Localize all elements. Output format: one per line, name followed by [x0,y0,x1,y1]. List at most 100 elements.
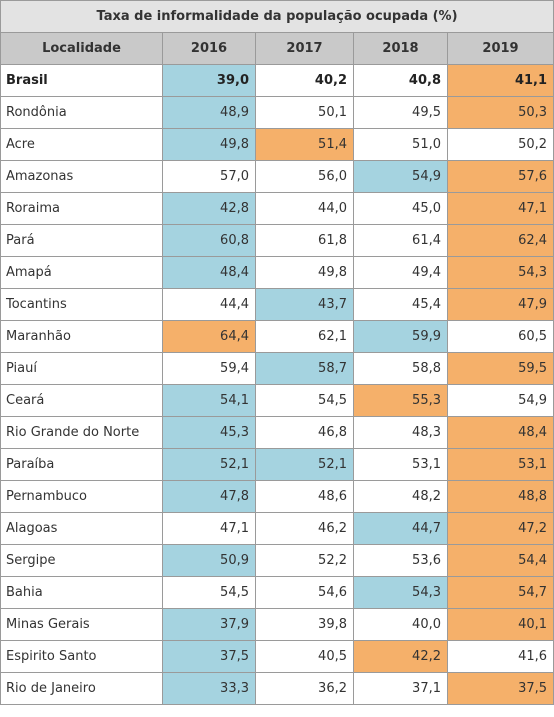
value-cell-2019: 53,1 [446,448,554,481]
value-cell-2017: 48,6 [255,480,354,513]
value-cell-2017: 51,4 [255,128,354,161]
value-cell-2019: 54,4 [446,544,554,577]
value-cell-2019: 41,6 [446,640,554,673]
value-cell-2019: 54,7 [446,576,554,609]
value-cell-2016: 49,8 [162,128,256,161]
value-cell-2016: 60,8 [162,224,256,257]
value-cell-2017: 40,5 [255,640,354,673]
value-cell-2018: 55,3 [353,384,448,417]
value-cell-2017: 36,2 [255,672,354,705]
value-cell-2016: 52,1 [162,448,256,481]
value-cell-2017: 44,0 [255,192,354,225]
table-row: Rondônia 48,9 50,1 49,5 50,3 [0,96,554,129]
row-location-cell: Pernambuco [0,480,163,513]
value-cell-2017: 56,0 [255,160,354,193]
value-cell-2016: 54,5 [162,576,256,609]
value-cell-2019: 48,4 [446,416,554,449]
value-cell-2017: 52,2 [255,544,354,577]
row-location-cell: Piauí [0,352,163,385]
value-cell-2018: 45,0 [353,192,448,225]
value-cell-2019: 50,2 [446,128,554,161]
table-row: Rio Grande do Norte 45,3 46,8 48,3 48,4 [0,416,554,449]
value-cell-2017: 54,6 [255,576,354,609]
value-cell-2018: 37,1 [353,672,448,705]
value-cell-2019: 57,6 [446,160,554,193]
value-cell-2019: 40,1 [446,608,554,641]
header-2018[interactable]: 2018 [353,32,448,65]
value-cell-2017: 54,5 [255,384,354,417]
value-cell-2016: 50,9 [162,544,256,577]
table-row: Acre 49,8 51,4 51,0 50,2 [0,128,554,161]
value-cell-2018: 45,4 [353,288,448,321]
value-cell-2019: 47,9 [446,288,554,321]
value-cell-2018: 48,2 [353,480,448,513]
table-body: Brasil 39,0 40,2 40,8 41,1 Rondônia 48,9 50,1 49… [0,64,554,705]
row-location-cell: Rondônia [0,96,163,129]
table-row: Bahia 54,5 54,6 54,3 54,7 [0,576,554,609]
table-row: Tocantins 44,4 43,7 45,4 47,9 [0,288,554,321]
value-cell-2019: 37,5 [446,672,554,705]
value-cell-2018: 58,8 [353,352,448,385]
table-row: Espirito Santo 37,5 40,5 42,2 41,6 [0,640,554,673]
row-location-cell: Alagoas [0,512,163,545]
row-location-cell: Minas Gerais [0,608,163,641]
value-cell-2017: 52,1 [255,448,354,481]
value-cell-2018: 40,8 [353,64,448,97]
table-row: Paraíba 52,1 52,1 53,1 53,1 [0,448,554,481]
header-2019[interactable]: 2019 [446,32,554,65]
title-row: Taxa de informalidade da população ocupa… [0,0,554,33]
value-cell-2017: 46,8 [255,416,354,449]
value-cell-2017: 62,1 [255,320,354,353]
row-location-cell: Pará [0,224,163,257]
value-cell-2016: 64,4 [162,320,256,353]
row-location-cell: Paraíba [0,448,163,481]
value-cell-2018: 42,2 [353,640,448,673]
value-cell-2017: 43,7 [255,288,354,321]
value-cell-2018: 53,6 [353,544,448,577]
value-cell-2018: 48,3 [353,416,448,449]
header-2017[interactable]: 2017 [255,32,354,65]
header-localidade[interactable]: Localidade [0,32,163,65]
value-cell-2018: 53,1 [353,448,448,481]
value-cell-2016: 39,0 [162,64,256,97]
row-location-cell: Ceará [0,384,163,417]
value-cell-2016: 37,5 [162,640,256,673]
value-cell-2017: 61,8 [255,224,354,257]
row-location-cell: Rio Grande do Norte [0,416,163,449]
value-cell-2016: 37,9 [162,608,256,641]
value-cell-2018: 51,0 [353,128,448,161]
row-location-cell: Acre [0,128,163,161]
value-cell-2017: 46,2 [255,512,354,545]
value-cell-2019: 54,3 [446,256,554,289]
row-location-cell: Maranhão [0,320,163,353]
table-row: Roraima 42,8 44,0 45,0 47,1 [0,192,554,225]
table-row: Amazonas 57,0 56,0 54,9 57,6 [0,160,554,193]
row-location-cell: Espirito Santo [0,640,163,673]
value-cell-2016: 59,4 [162,352,256,385]
value-cell-2017: 58,7 [255,352,354,385]
table-row: Pará 60,8 61,8 61,4 62,4 [0,224,554,257]
table-row: Minas Gerais 37,9 39,8 40,0 40,1 [0,608,554,641]
value-cell-2019: 48,8 [446,480,554,513]
table-row: Piauí 59,4 58,7 58,8 59,5 [0,352,554,385]
value-cell-2018: 54,9 [353,160,448,193]
value-cell-2018: 61,4 [353,224,448,257]
table-row: Alagoas 47,1 46,2 44,7 47,2 [0,512,554,545]
row-location-cell: Amapá [0,256,163,289]
row-location-cell: Bahia [0,576,163,609]
value-cell-2016: 47,8 [162,480,256,513]
value-cell-2018: 44,7 [353,512,448,545]
header-2016[interactable]: 2016 [162,32,256,65]
table-row: Pernambuco 47,8 48,6 48,2 48,8 [0,480,554,513]
value-cell-2016: 48,4 [162,256,256,289]
value-cell-2016: 44,4 [162,288,256,321]
header-row: Localidade 2016 2017 2018 2019 [0,32,554,65]
value-cell-2017: 49,8 [255,256,354,289]
row-location-cell: Brasil [0,64,163,97]
value-cell-2018: 54,3 [353,576,448,609]
table-row: Sergipe 50,9 52,2 53,6 54,4 [0,544,554,577]
value-cell-2016: 42,8 [162,192,256,225]
value-cell-2016: 54,1 [162,384,256,417]
value-cell-2019: 41,1 [446,64,554,97]
